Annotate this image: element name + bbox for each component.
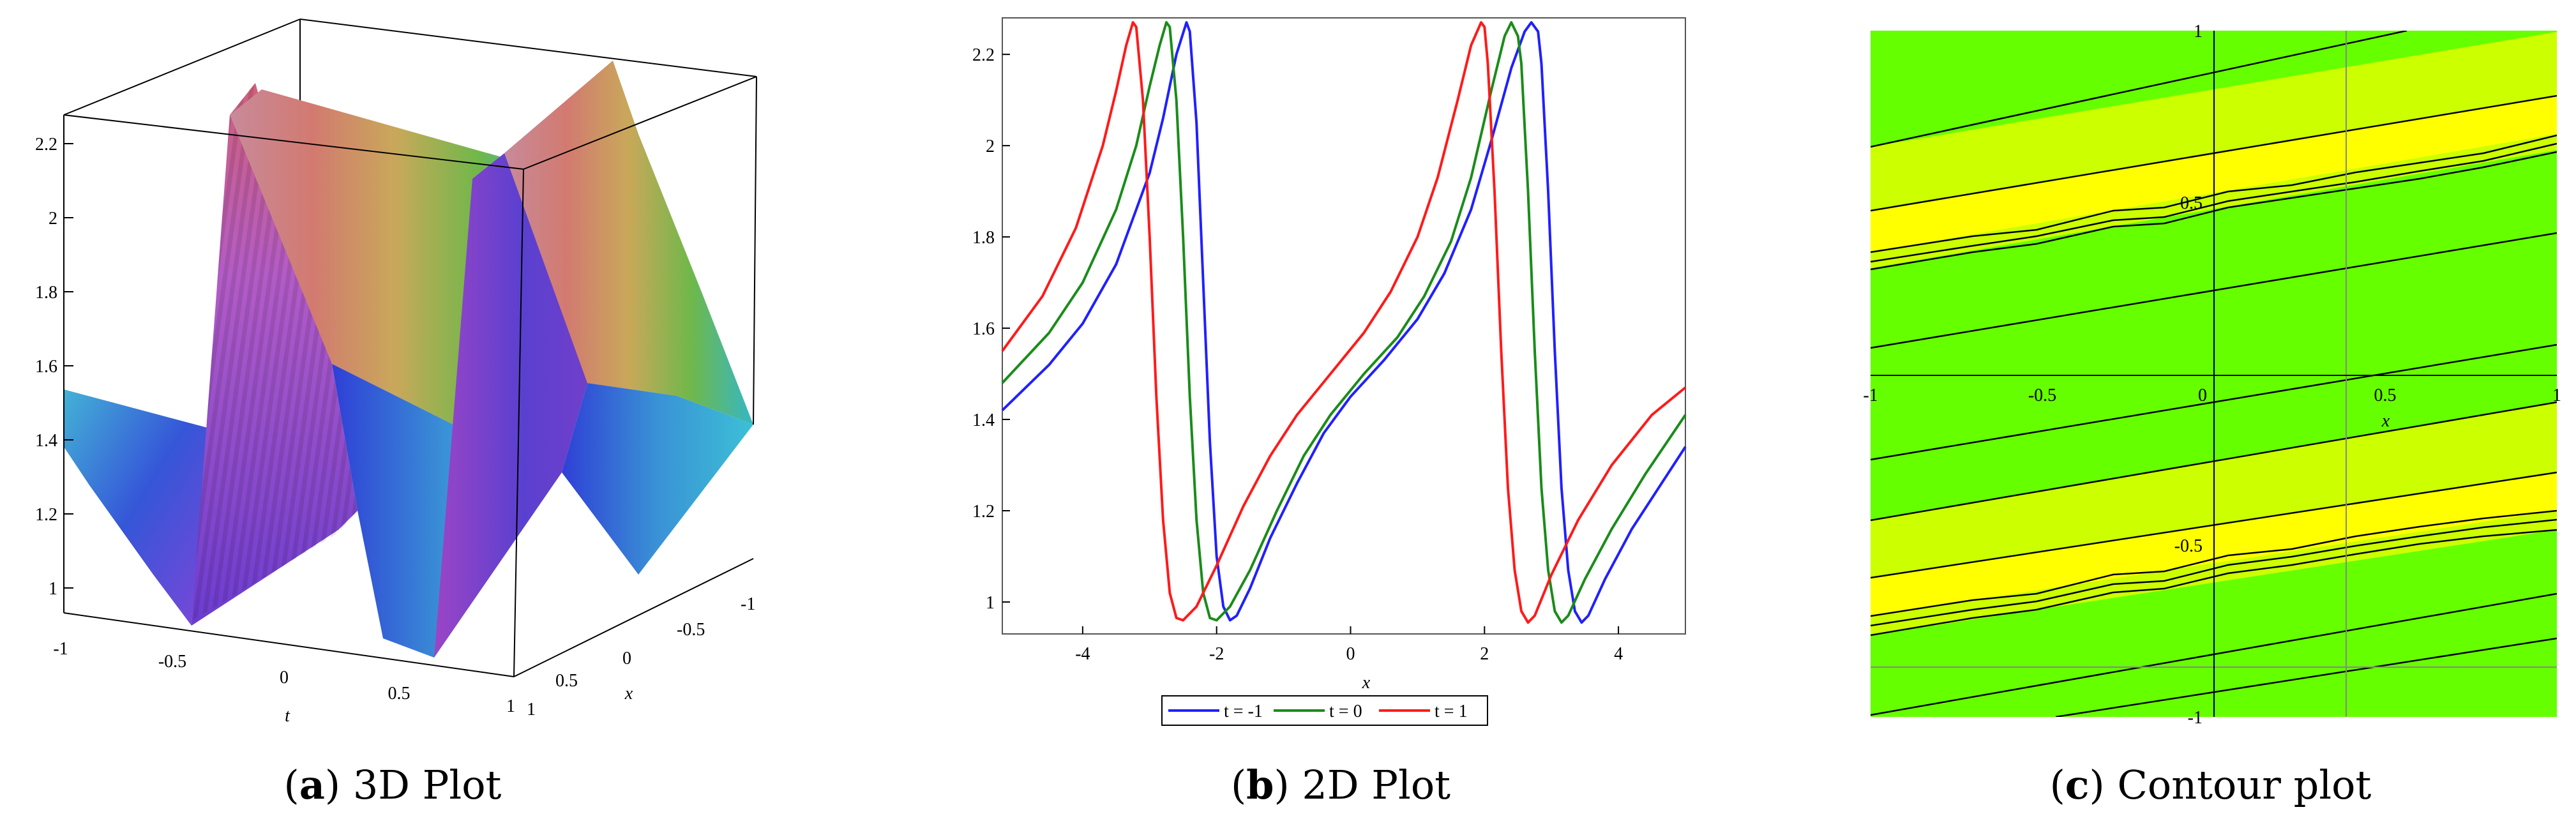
x-tick-label: -1 [1863,386,1878,405]
z-axis-ticks: 2.2 2 1.8 1.6 1.4 1.2 1 [35,135,73,599]
line-chart-series [1001,21,1687,624]
x-tick-label: -4 [1075,644,1090,664]
y-tick-label: -1 [2188,708,2203,728]
contour-ticks: -1 -0.5 0 0.5 1 x 1 0.5 -0.5 -1 [1863,22,2561,728]
x-tick-label: 0.5 [555,671,578,691]
line-chart-svg: -4 -2 0 2 4 1 1.2 1.4 1.6 1.8 2 2.2 x t = -1 t = 0 … [972,17,1687,726]
legend-label: t = 0 [1329,702,1362,721]
t-axis-label: t [285,706,290,726]
series-line-2 [1001,21,1687,624]
t-axis-ticks: -1 -0.5 0 0.5 1 t [53,639,515,726]
line-chart-ticks: -4 -2 0 2 4 1 1.2 1.4 1.6 1.8 2 2.2 [972,45,1623,664]
x-tick-label: -0.5 [2028,386,2056,405]
y-tick-label: 1.2 [972,502,995,522]
y-tick-label: 1.8 [972,228,995,248]
caption-label: c [2065,762,2090,808]
z-tick-label: 1.2 [35,505,57,525]
z-tick-label: 1 [49,579,57,599]
panel-b-2d-plot: -4 -2 0 2 4 1 1.2 1.4 1.6 1.8 2 2.2 x t = -1 t = 0 … [945,0,1736,753]
x-tick-label: -1 [741,594,755,614]
legend: t = -1 t = 0 t = 1 [1161,695,1488,726]
x-axis-label: x [2381,411,2390,431]
x-tick-label: 0 [2198,386,2207,405]
surface-3d-svg: 2.2 2 1.8 1.6 1.4 1.2 1 -1 -0.5 0 0.5 1 … [35,19,757,726]
z-tick-label: 1.6 [35,357,57,377]
t-tick-label: 0.5 [388,684,411,704]
y-tick-label: 1.6 [972,319,995,339]
x-tick-label: -2 [1209,644,1224,664]
x-tick-label: 1 [2552,386,2561,405]
x-tick-label: 0 [1346,644,1355,664]
t-tick-label: -1 [53,639,68,659]
y-tick-label: 1 [2194,22,2203,41]
x-tick-label: 4 [1614,644,1623,664]
x-axis-ticks: 1 0.5 0 -0.5 -1 x [527,594,755,719]
x-axis-label: x [624,684,633,704]
y-tick-label: 2.2 [972,45,995,65]
caption-label: b [1246,762,1274,808]
series-line-1 [1001,21,1687,624]
y-tick-label: 0.5 [2180,193,2203,213]
box-front-edges [63,76,757,677]
x-tick-label: 0.5 [2374,386,2397,405]
plot-frame [1002,17,1686,635]
surface-left-flank [64,389,207,626]
t-tick-label: 0 [280,668,289,688]
contour-svg: -1 -0.5 0 0.5 1 x 1 0.5 -0.5 -1 [1863,22,2561,728]
y-tick-label: 2 [986,137,995,156]
legend-label: t = 1 [1435,702,1468,721]
t-tick-label: -0.5 [158,652,186,672]
z-tick-label: 2 [49,209,57,229]
surface-right-low [562,383,753,575]
z-tick-label: 1.8 [35,283,57,303]
x-tick-label: 1 [527,700,536,719]
caption-label: a [299,762,325,808]
x-axis-label: x [1362,673,1371,693]
x-tick-label: 2 [1480,644,1489,664]
x-tick-label: -0.5 [677,620,705,640]
caption-text: Contour plot [2117,762,2372,808]
panel-c-contour-plot: -1 -0.5 0 0.5 1 x 1 0.5 -0.5 -1 [1845,0,2576,753]
caption-text: 3D Plot [352,762,502,808]
z-tick-label: 2.2 [35,135,57,154]
y-tick-label: -0.5 [2174,536,2203,556]
caption-text: 2D Plot [1302,762,1451,808]
legend-label: t = -1 [1224,702,1263,721]
caption-a: (a) 3D Plot [283,762,502,808]
z-tick-label: 1.4 [35,431,57,451]
series-line-0 [1001,21,1687,624]
caption-c: (c) Contour plot [2049,762,2372,808]
t-tick-label: 1 [506,696,515,716]
contour-field [1871,31,2557,717]
caption-b: (b) 2D Plot [1230,762,1451,808]
panel-a-3d-plot: 2.2 2 1.8 1.6 1.4 1.2 1 -1 -0.5 0 0.5 1 … [0,0,785,753]
y-tick-label: 1 [986,593,995,613]
y-tick-label: 1.4 [972,410,995,430]
x-tick-label: 0 [622,649,631,668]
